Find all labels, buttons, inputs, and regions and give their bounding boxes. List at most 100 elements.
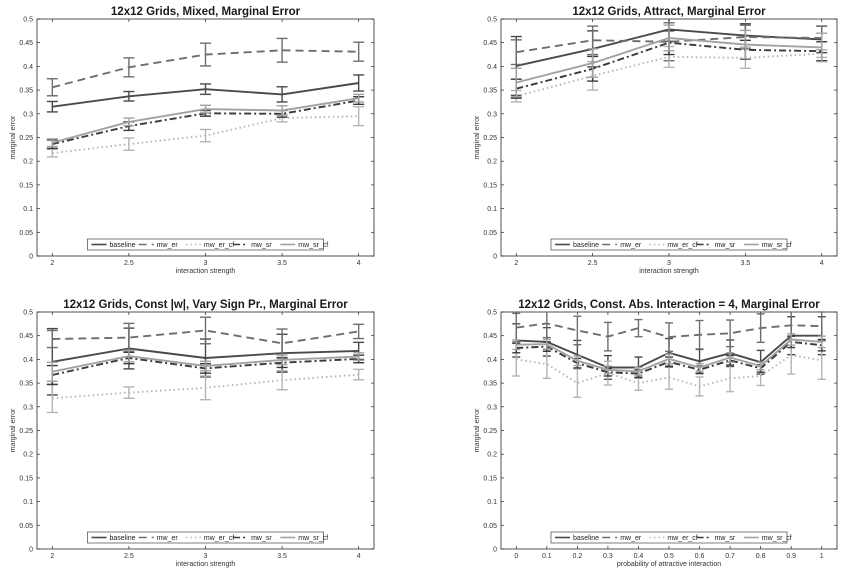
y-tick-label: 0.1 [23, 206, 33, 213]
x-axis-label: probability of attractive interaction [617, 561, 721, 568]
legend-label-baseline: baseline [573, 535, 599, 542]
error-bar [276, 354, 288, 366]
error-bar [573, 355, 582, 367]
legend-box [87, 531, 324, 544]
chart-title: 12x12 Grids, Mixed, Marginal Error [111, 6, 301, 18]
y-tick-label: 0 [29, 254, 33, 261]
error-bar [353, 74, 365, 92]
error-bar [665, 322, 673, 353]
legend-label-mw_er_cf: mw_er_cf [204, 242, 234, 249]
error-bar [200, 42, 211, 67]
y-tick-label: 0.2 [23, 452, 33, 459]
error-bar [46, 100, 58, 113]
error-bar [200, 128, 211, 143]
y-tick-label: 0.25 [483, 428, 497, 435]
x-tick-label: 0 [514, 553, 518, 560]
y-tick-label: 0.2 [487, 452, 497, 459]
y-tick-label: 0.2 [23, 159, 33, 166]
error-bar [542, 312, 551, 339]
x-tick-label: 3 [204, 553, 208, 560]
legend: baseline mw_er mw_er_cf mw_sr mw_sr_cf [87, 531, 328, 544]
chart-panel-1: 12x12 Grids, Mixed, Marginal Error 0 0.05 0… [10, 6, 375, 275]
error-bar [353, 368, 365, 381]
y-tick-label: 0.35 [483, 88, 497, 95]
legend-label-mw_er: mw_er [620, 535, 642, 542]
x-tick-label: 2 [50, 553, 54, 560]
x-tick-label: 2.5 [588, 260, 598, 267]
y-tick-label: 0.4 [487, 64, 497, 71]
series-line-mw_sr [516, 41, 822, 90]
error-bar [123, 137, 135, 151]
x-tick-label: 4 [820, 260, 824, 267]
legend-label-mw_sr_cf: mw_sr_cf [762, 242, 792, 249]
y-tick-label: 0.5 [487, 310, 497, 317]
y-tick-label: 0.5 [487, 17, 497, 24]
legend-label-mw_er_cf: mw_er_cf [204, 535, 234, 542]
y-tick-label: 0.45 [483, 40, 497, 47]
y-tick-label: 0.1 [487, 499, 497, 506]
x-tick-label: 3.5 [277, 553, 287, 560]
error-bar [123, 349, 135, 363]
error-bar [276, 105, 288, 116]
error-bar [353, 323, 365, 340]
y-tick-label: 0.4 [23, 64, 33, 71]
error-bar [817, 335, 826, 349]
error-bar [46, 329, 58, 349]
x-tick-label: 0.4 [634, 553, 644, 560]
legend-label-mw_sr: mw_sr [251, 535, 272, 542]
chart-title: 12x12 Grids, Const |w|, Vary Sign Pr., M… [63, 299, 348, 311]
y-tick-label: 0.05 [19, 230, 33, 237]
error-bar [726, 319, 735, 348]
error-bar [695, 362, 704, 372]
x-tick-label: 2.5 [124, 553, 134, 560]
x-axis-label: interaction strength [639, 268, 699, 275]
error-bar [123, 57, 135, 78]
x-tick-label: 0.6 [695, 553, 705, 560]
error-bar [276, 86, 288, 103]
series-mw_sr_cf [512, 333, 826, 376]
y-tick-label: 0.3 [487, 404, 497, 411]
error-bar [634, 318, 643, 338]
y-tick-label: 0.35 [19, 381, 33, 388]
x-tick-label: 4 [357, 260, 361, 267]
y-tick-label: 0.45 [483, 333, 497, 340]
x-tick-label: 0.2 [572, 553, 582, 560]
legend-label-mw_sr_cf: mw_sr_cf [762, 535, 792, 542]
x-tick-label: 2.5 [124, 260, 134, 267]
y-tick-label: 0.05 [19, 523, 33, 530]
x-tick-label: 1 [820, 553, 824, 560]
error-bar [695, 319, 704, 350]
y-tick-label: 0.35 [19, 88, 33, 95]
y-tick-label: 0.25 [19, 135, 33, 142]
x-tick-label: 0.7 [725, 553, 735, 560]
error-bar [726, 352, 735, 363]
x-tick-label: 2 [50, 260, 54, 267]
y-tick-label: 0.3 [487, 111, 497, 118]
legend-box [550, 238, 788, 251]
y-tick-label: 0.35 [483, 381, 497, 388]
chart-title: 12x12 Grids, Const. Abs. Interaction = 4… [518, 299, 820, 311]
error-bar [276, 37, 288, 63]
error-bar [512, 339, 521, 351]
error-bar [510, 67, 522, 98]
y-axis-label: marginal error [474, 115, 481, 159]
y-axis-label: marginal error [10, 115, 17, 159]
error-bar [46, 148, 58, 158]
series-mw_sr_cf [46, 93, 365, 148]
error-bar [816, 32, 828, 63]
series-mw_sr_cf [510, 24, 828, 98]
x-tick-label: 2 [514, 260, 518, 267]
y-axis-label: marginal error [474, 408, 481, 452]
y-tick-label: 0.15 [19, 182, 33, 189]
y-tick-label: 0 [29, 547, 33, 554]
legend-box [87, 238, 324, 251]
error-bar [200, 316, 211, 345]
legend: baseline mw_er mw_er_cf mw_sr mw_sr_cf [550, 531, 792, 544]
error-bar [573, 368, 582, 399]
series-mw_er [46, 316, 365, 359]
x-tick-label: 3 [667, 260, 671, 267]
error-bar [123, 117, 135, 127]
legend-label-mw_sr_cf: mw_sr_cf [298, 242, 328, 249]
error-bar [353, 352, 365, 362]
